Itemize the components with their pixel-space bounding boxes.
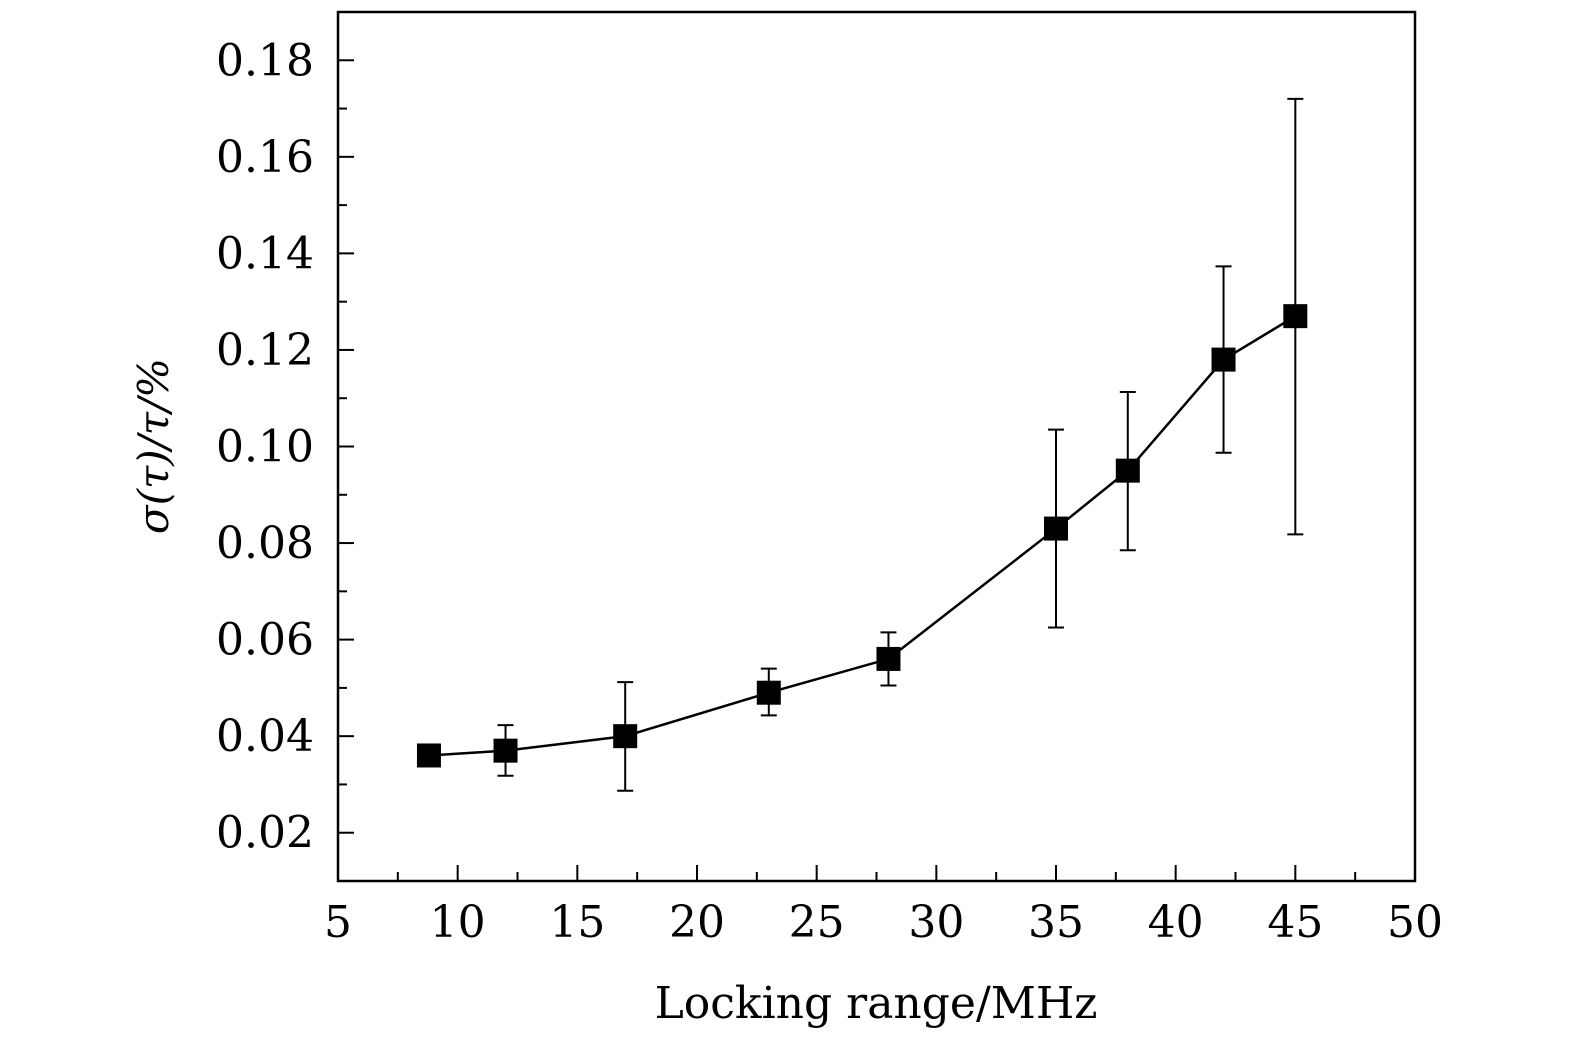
data-point xyxy=(876,646,901,671)
y-tick-label: 0.06 xyxy=(216,615,314,666)
data-point xyxy=(1211,347,1236,372)
y-tick-label: 0.12 xyxy=(216,325,314,376)
x-tick-label: 15 xyxy=(549,897,605,948)
x-tick-labels: 5 10 15 20 25 30 35 40 45 50 xyxy=(324,897,1443,948)
y-tick-labels: 0.02 0.04 0.06 0.08 0.10 0.12 0.14 0.16 0.18 xyxy=(216,35,314,858)
x-tick-label: 50 xyxy=(1387,897,1443,948)
y-tick-label: 0.04 xyxy=(216,711,314,762)
data-point xyxy=(1115,458,1140,483)
data-point xyxy=(416,743,441,768)
y-tick-label: 0.10 xyxy=(216,422,314,473)
y-tick-label: 0.16 xyxy=(216,132,314,183)
x-tick-label: 25 xyxy=(789,897,845,948)
data-point xyxy=(1044,516,1068,541)
x-tick-label: 30 xyxy=(908,897,964,948)
axis-ticks xyxy=(337,59,1416,881)
y-axis-title: σ(τ)/τ/% xyxy=(129,358,178,534)
x-tick-label: 5 xyxy=(324,897,352,948)
series-layer xyxy=(416,97,1308,792)
x-tick-label: 45 xyxy=(1267,897,1323,948)
x-tick-label: 35 xyxy=(1028,897,1084,948)
series-line xyxy=(428,315,1296,757)
data-point xyxy=(756,680,781,705)
data-point xyxy=(493,738,518,763)
y-tick-label: 0.14 xyxy=(216,228,314,279)
y-tick-label: 0.18 xyxy=(216,35,314,86)
data-point xyxy=(613,724,638,749)
x-tick-label: 40 xyxy=(1148,897,1204,948)
y-tick-label: 0.02 xyxy=(216,808,314,859)
x-tick-label: 20 xyxy=(669,897,725,948)
x-axis-title: Locking range/MHz xyxy=(655,978,1098,1029)
x-tick-label: 10 xyxy=(430,897,486,948)
data-point xyxy=(1283,304,1308,329)
y-tick-label: 0.08 xyxy=(216,518,314,569)
